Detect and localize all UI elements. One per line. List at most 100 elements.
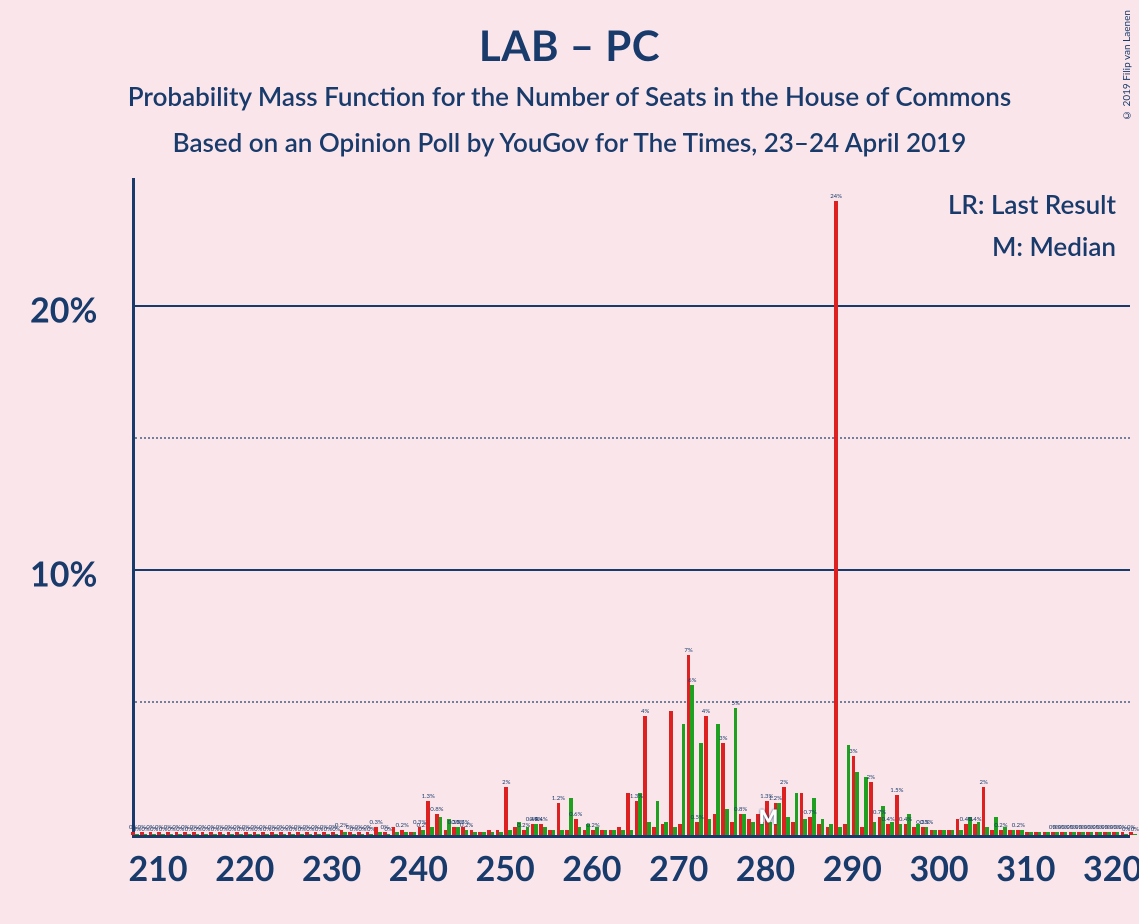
bar-green (196, 834, 200, 835)
chart-area: LR: Last Result M: Median 0%0%0%0%0%0%0%… (30, 178, 1130, 908)
bar-value-label: 6% (688, 677, 696, 684)
bar-green (656, 801, 660, 835)
bar-green (682, 724, 686, 835)
x-tick-label: 220 (215, 848, 274, 889)
bar-green (543, 827, 547, 835)
grid-minor (135, 701, 1130, 703)
bar-green (378, 832, 382, 835)
bar-green (343, 832, 347, 835)
bar-green (499, 832, 503, 835)
bar-green (708, 819, 712, 835)
bar-green (317, 834, 321, 835)
bar-green (222, 834, 226, 835)
x-tick-label: 320 (1083, 848, 1139, 889)
bar-value-label: 7% (684, 647, 692, 654)
bar-green (1020, 830, 1024, 835)
bar-green (161, 834, 165, 835)
bar-green (673, 827, 677, 835)
bar-value-label: 2% (502, 779, 510, 786)
x-tick-label: 230 (302, 848, 361, 889)
bar-green (1072, 832, 1076, 835)
bar-green (230, 834, 234, 835)
x-tick-label: 240 (389, 848, 448, 889)
bar-red (643, 716, 647, 835)
bar-green (690, 685, 694, 835)
bar-green (612, 830, 616, 835)
bar-red (834, 201, 838, 835)
bar-red (704, 716, 708, 835)
bar-green (812, 798, 816, 835)
bar-green (309, 834, 313, 835)
bar-green (361, 834, 365, 835)
bar-green (821, 819, 825, 835)
bar-value-label: 0.4% (899, 816, 912, 823)
bar-green (213, 834, 217, 835)
bar-green (1124, 834, 1128, 835)
plot-region: LR: Last Result M: Median 0%0%0%0%0%0%0%… (132, 178, 1130, 838)
bar-value-label: 3% (719, 735, 727, 742)
bar-value-label: 1.5% (890, 787, 903, 794)
y-tick-label: 10% (30, 554, 125, 595)
median-marker: M (759, 805, 778, 829)
bar-green (621, 830, 625, 835)
bar-green (829, 824, 833, 835)
y-tick-label: 20% (30, 290, 125, 331)
bar-green (491, 832, 495, 835)
bar-green (413, 832, 417, 835)
bar-green (578, 827, 582, 835)
bar-value-label: 0.2% (587, 822, 600, 829)
bar-green (951, 830, 955, 835)
bar-value-label: 0.4% (968, 816, 981, 823)
bar-green (552, 830, 556, 835)
x-tick-label: 290 (823, 848, 882, 889)
bar-green (170, 834, 174, 835)
legend: LR: Last Result M: Median (948, 184, 1116, 267)
bar-green (534, 824, 538, 835)
bar-green (283, 834, 287, 835)
bar-green (1081, 832, 1085, 835)
bar-green (873, 822, 877, 835)
bar-green (352, 834, 356, 835)
bar-value-label: 2% (979, 779, 987, 786)
bar-value-label: 1.2% (769, 795, 782, 802)
chart-subtitle-2: Based on an Opinion Poll by YouGov for T… (0, 126, 1139, 158)
bar-value-label: 1.3% (630, 793, 643, 800)
bar-value-label: 0.2% (994, 822, 1007, 829)
bar-green (977, 822, 981, 835)
bar-value-label: 0.6% (569, 811, 582, 818)
bar-green (864, 777, 868, 835)
bar-green (1029, 832, 1033, 835)
x-tick-label: 300 (909, 848, 968, 889)
bar-green (465, 830, 469, 835)
bar-green (1107, 832, 1111, 835)
x-tick-label: 270 (649, 848, 708, 889)
bar-green (335, 834, 339, 835)
grid-minor (135, 437, 1130, 439)
bar-value-label: 0.2% (460, 822, 473, 829)
x-tick-label: 310 (996, 848, 1055, 889)
bar-red (504, 787, 508, 835)
bar-green (847, 745, 851, 835)
bar-green (734, 708, 738, 835)
bar-green (795, 793, 799, 835)
bar-value-label: 0.2% (396, 822, 409, 829)
bar-green (430, 827, 434, 835)
bar-value-label: 3% (849, 748, 857, 755)
bar-green (274, 834, 278, 835)
bar-green (239, 834, 243, 835)
bar-green (1055, 832, 1059, 835)
bar-green (1038, 832, 1042, 835)
legend-m: M: Median (948, 226, 1116, 268)
bar-green (1133, 834, 1137, 835)
bar-green (144, 834, 148, 835)
bar-green (265, 834, 269, 835)
bar-green (248, 834, 252, 835)
bar-green (630, 830, 634, 835)
bar-green (751, 822, 755, 835)
bar-value-label: 0.7% (803, 809, 816, 816)
bar-green (473, 832, 477, 835)
bar-value-label: 0.4% (534, 816, 547, 823)
bar-value-label: 0.8% (430, 806, 443, 813)
bar-green (369, 834, 373, 835)
bar-green (1090, 832, 1094, 835)
